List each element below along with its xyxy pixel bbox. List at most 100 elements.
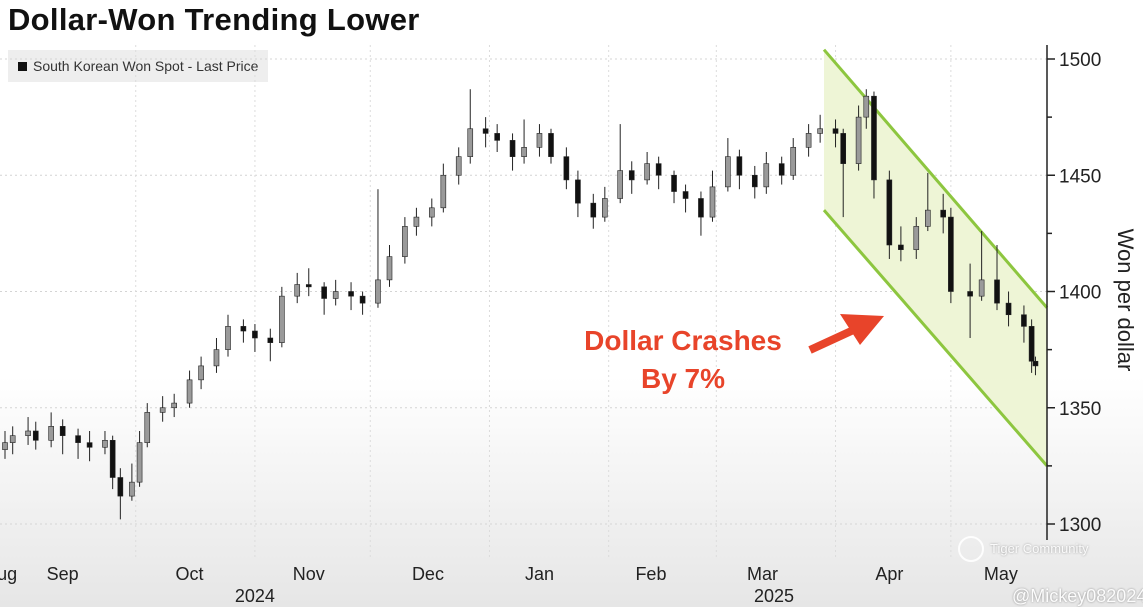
candle-body (102, 439, 108, 448)
x-tick-label: Mar (747, 564, 778, 584)
candle-body (136, 442, 143, 483)
candle-body (494, 133, 500, 141)
candle-body (375, 279, 381, 304)
candle-body (671, 174, 677, 192)
x-tick-label: Sep (47, 564, 79, 584)
candle-body (171, 402, 177, 409)
legend-swatch (18, 61, 27, 71)
candle-body (1028, 326, 1035, 362)
annotation-line-2: By 7% (640, 363, 726, 394)
candle-body (159, 407, 166, 413)
legend-label: South Korean Won Spot - Last Price (33, 58, 259, 74)
candle-body (440, 174, 447, 209)
candle-body (617, 170, 624, 199)
candle-body (359, 295, 366, 304)
channel-upper-line (822, 48, 1049, 309)
x-year-label: 2025 (754, 586, 794, 606)
candle-body (898, 244, 904, 250)
annotation-line-1: Dollar Crashes (584, 325, 782, 356)
legend: South Korean Won Spot - Last Price (8, 50, 269, 82)
candle-body (240, 326, 247, 332)
watermark-handle: @Mickey082024 (1012, 586, 1143, 606)
candle-body (709, 186, 716, 218)
chart-title: Dollar-Won Trending Lower (8, 2, 420, 37)
candle-body (913, 226, 920, 250)
y-tick-label: 1350 (1059, 399, 1101, 420)
candle-body (144, 412, 151, 443)
candle-body (575, 179, 581, 204)
candle-body (521, 147, 527, 157)
candle-body (563, 156, 570, 181)
candle-body (682, 191, 689, 199)
candle-body (940, 209, 946, 218)
candle-body (948, 216, 954, 292)
watermark-logo-icon (958, 536, 984, 562)
x-tick-label: Apr (875, 564, 903, 584)
candle-body (129, 481, 135, 497)
candle-body (644, 163, 650, 181)
candle-body (1032, 360, 1039, 367)
candle-body (778, 163, 785, 176)
candle-body (25, 430, 31, 436)
candle-body (602, 198, 608, 218)
candle-body (548, 133, 554, 157)
watermark-brand-text: Tiger Community (990, 541, 1089, 556)
candle-body (628, 170, 635, 181)
x-tick-label: Nov (293, 564, 325, 584)
candle-body (2, 442, 8, 450)
candle-body (925, 209, 931, 227)
candle-body (213, 349, 220, 367)
candle-body (305, 284, 312, 288)
candle-body (698, 198, 704, 218)
x-tick-label: Oct (176, 564, 204, 584)
candle-body (75, 435, 81, 443)
candle-body (321, 286, 327, 299)
candle-body (252, 330, 258, 339)
y-tick-label: 1400 (1059, 283, 1101, 304)
candle-body (994, 279, 1000, 304)
candle-body (455, 156, 462, 176)
candle-body (9, 435, 16, 443)
candle-body (817, 128, 823, 134)
candle-body (225, 326, 231, 350)
x-tick-label: Aug (0, 564, 17, 584)
candle-body (763, 163, 770, 188)
candle-body (117, 477, 124, 497)
candle-body (32, 430, 39, 441)
candle-body (967, 291, 973, 297)
candle-body (790, 147, 797, 176)
candle-body (536, 133, 543, 148)
candle-body (279, 295, 285, 343)
candle-body (509, 140, 516, 157)
candle-body (655, 163, 662, 176)
annotation-arrowhead (840, 314, 884, 345)
channel-lower-line (822, 209, 1049, 467)
candle-body (871, 95, 877, 181)
y-tick-label: 1450 (1059, 166, 1101, 187)
y-tick-label: 1500 (1059, 50, 1101, 71)
candle-body (332, 291, 339, 299)
candle-body (725, 156, 731, 188)
watermark-brand: Tiger Community (958, 536, 1088, 562)
x-tick-label: Dec (412, 564, 444, 584)
candle-body (86, 442, 93, 448)
candle-body (186, 379, 193, 404)
candle-body (267, 337, 274, 343)
candle-body (1005, 302, 1012, 316)
candle-body (1021, 314, 1027, 327)
candle-body (805, 133, 812, 148)
y-axis-label: Won per dollar (1113, 229, 1138, 372)
candle-body (855, 116, 862, 164)
candle-body (590, 202, 597, 218)
candle-body (736, 156, 743, 176)
candle-body (48, 426, 54, 441)
x-year-label: 2024 (235, 586, 275, 606)
candle-body (751, 174, 758, 188)
candle-body (863, 95, 870, 118)
x-tick-label: Jan (525, 564, 554, 584)
candle-body (886, 179, 893, 246)
channel-fill (823, 49, 1047, 466)
candle-body (840, 133, 847, 164)
annotation: Dollar Crashes By 7% (560, 322, 806, 398)
